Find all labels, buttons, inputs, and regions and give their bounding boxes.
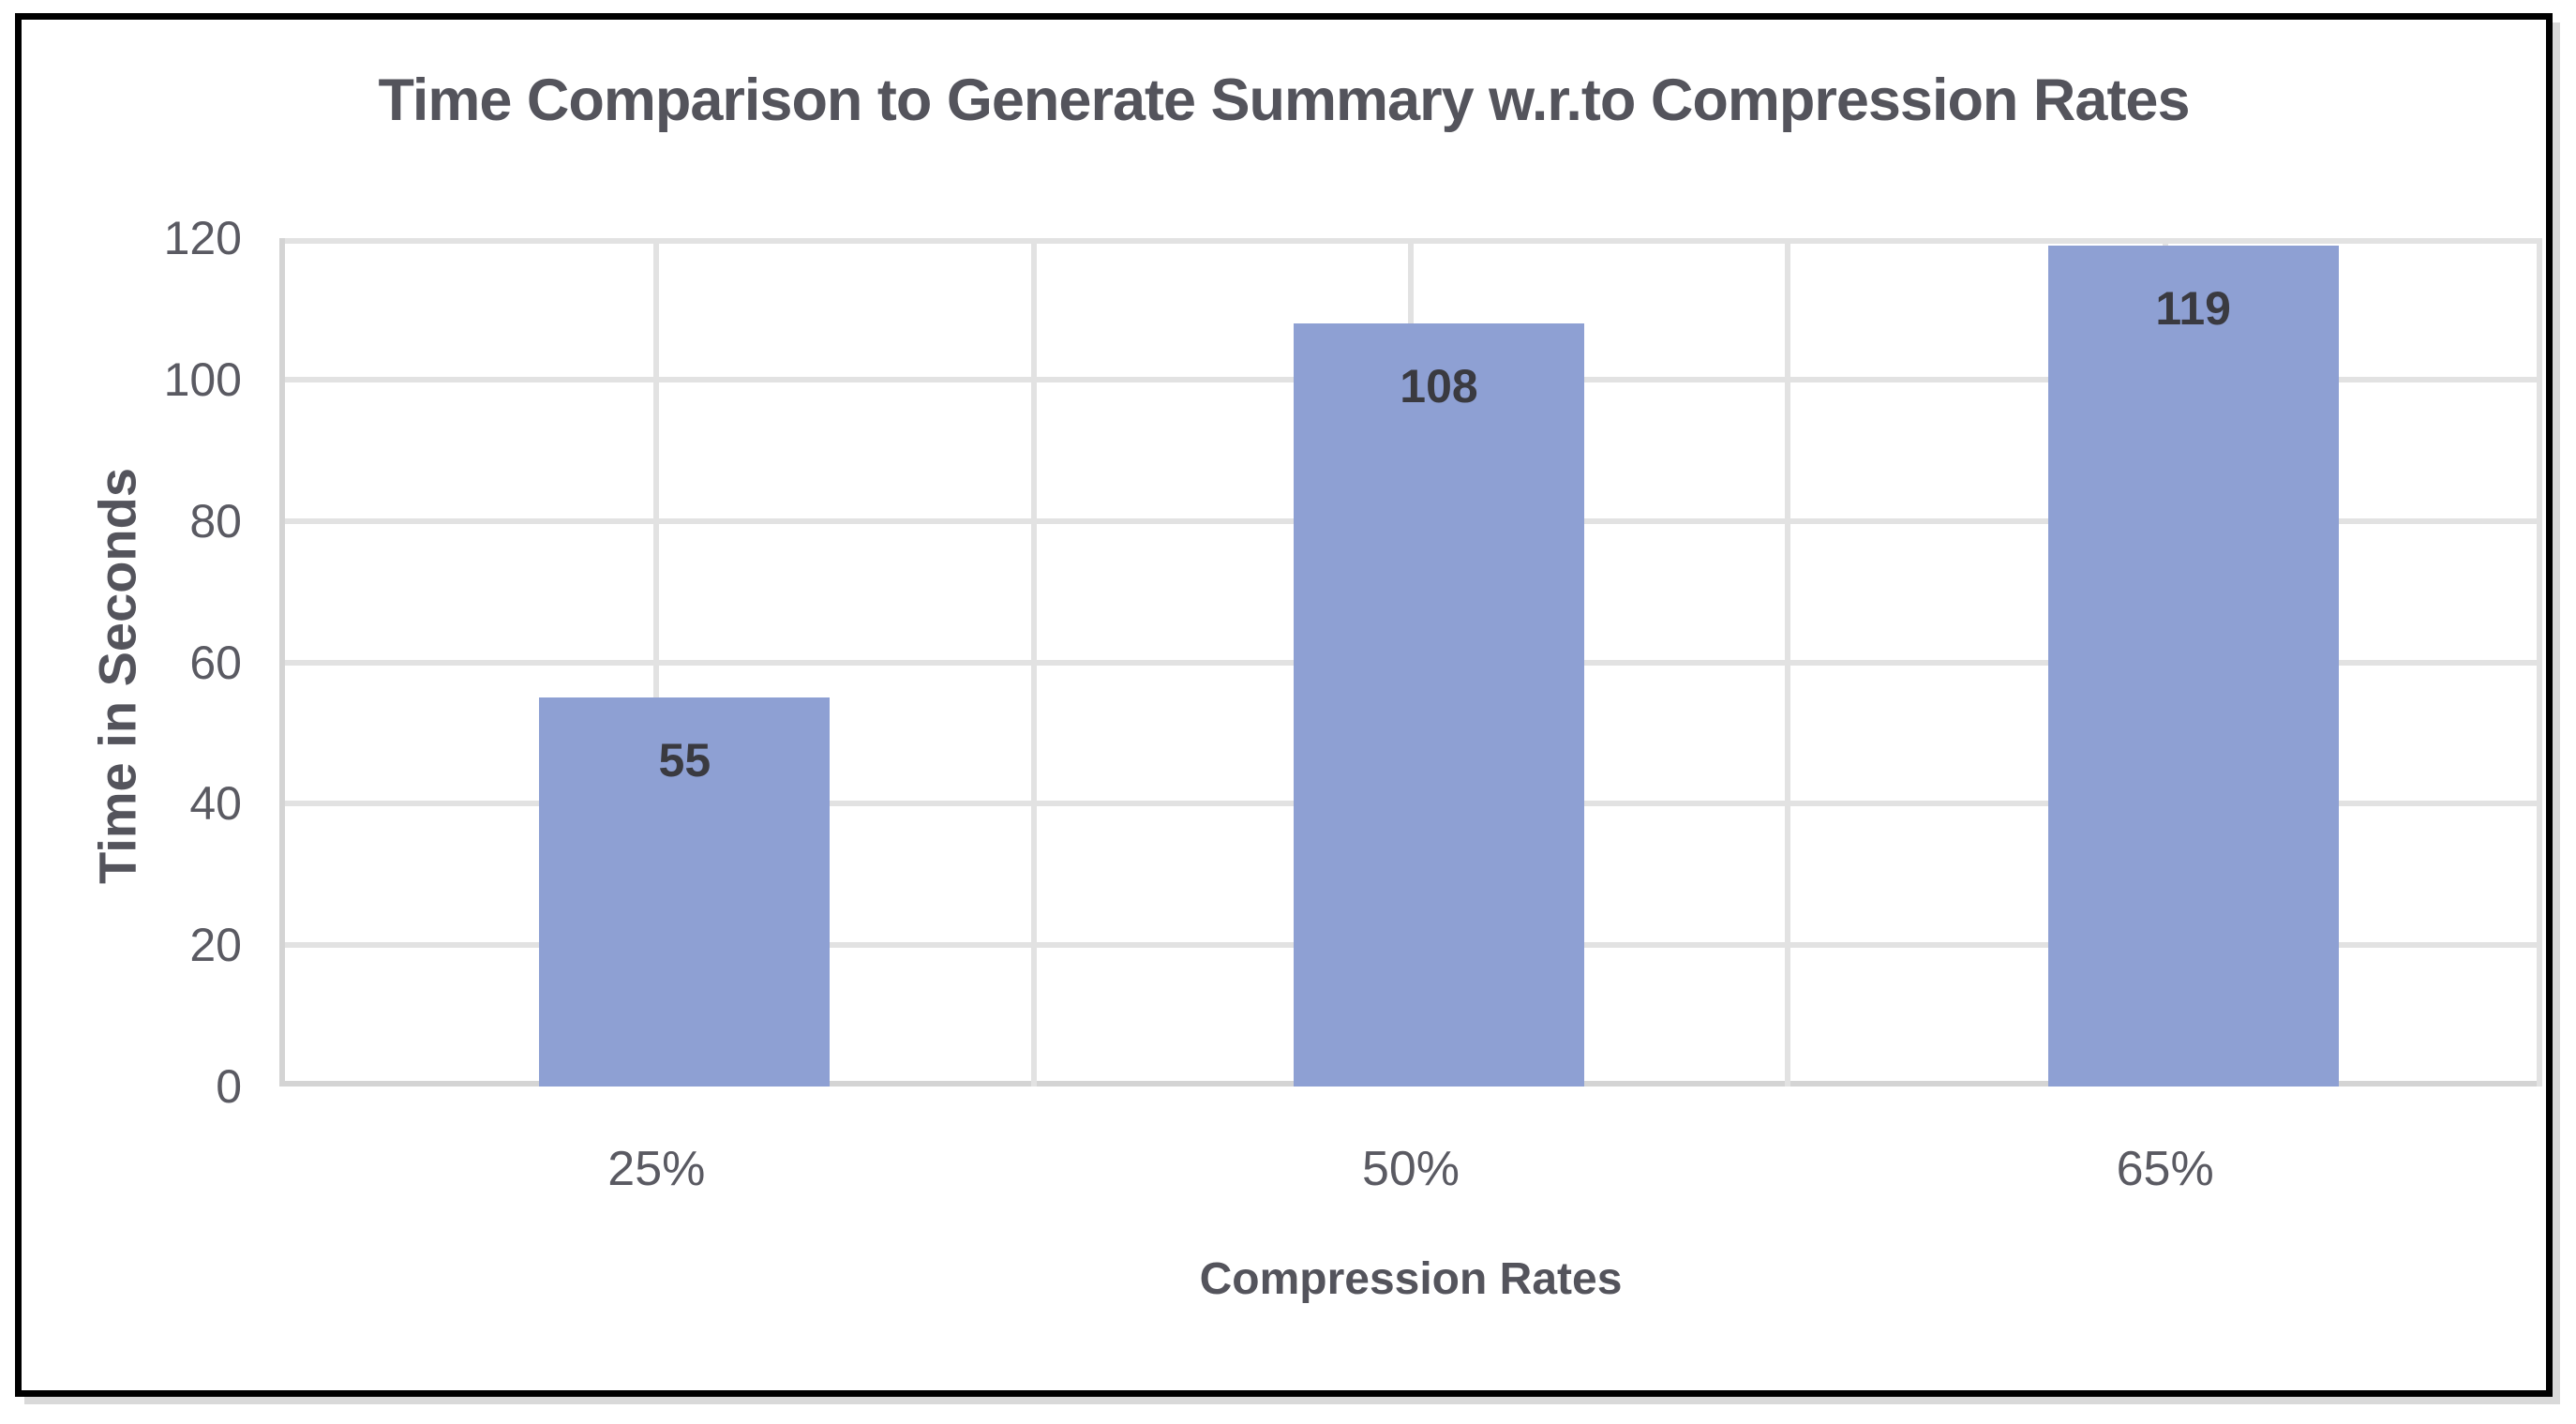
y-tick-label: 20	[189, 919, 242, 972]
chart-title: Time Comparison to Generate Summary w.r.…	[378, 67, 2190, 133]
bar-value-label: 55	[658, 734, 711, 787]
bar-value-label: 108	[1400, 359, 1478, 412]
v-gridline	[1030, 238, 1037, 1087]
v-gridline	[2537, 238, 2542, 1087]
y-tick-label: 100	[163, 352, 242, 406]
y-tick-label: 40	[189, 777, 242, 831]
plot-area: 0 20 40 60 80 100 120 55 25% 108 50% 119 65%	[164, 212, 2542, 1196]
bar: 119	[2047, 245, 2339, 1087]
y-tick-label: 80	[189, 494, 242, 547]
y-tick-label: 0	[216, 1060, 242, 1113]
v-gridline	[1785, 238, 1791, 1087]
v-gridline	[653, 238, 660, 1087]
x-tick-label: 50%	[1361, 1142, 1460, 1196]
y-tick-label: 60	[189, 636, 242, 689]
y-axis-title: Time in Seconds	[87, 468, 147, 884]
x-axis-title: Compression Rates	[1199, 1254, 1623, 1304]
y-tick-label: 120	[163, 212, 242, 264]
x-tick-label: 25%	[607, 1142, 706, 1196]
chart-frame: Time Comparison to Generate Summary w.r.…	[15, 13, 2553, 1397]
y-axis-line	[279, 238, 285, 1087]
bar-value-label: 119	[2155, 281, 2231, 335]
bar: 55	[539, 697, 831, 1087]
bar: 108	[1294, 322, 1584, 1087]
x-tick-label: 65%	[2116, 1142, 2214, 1196]
